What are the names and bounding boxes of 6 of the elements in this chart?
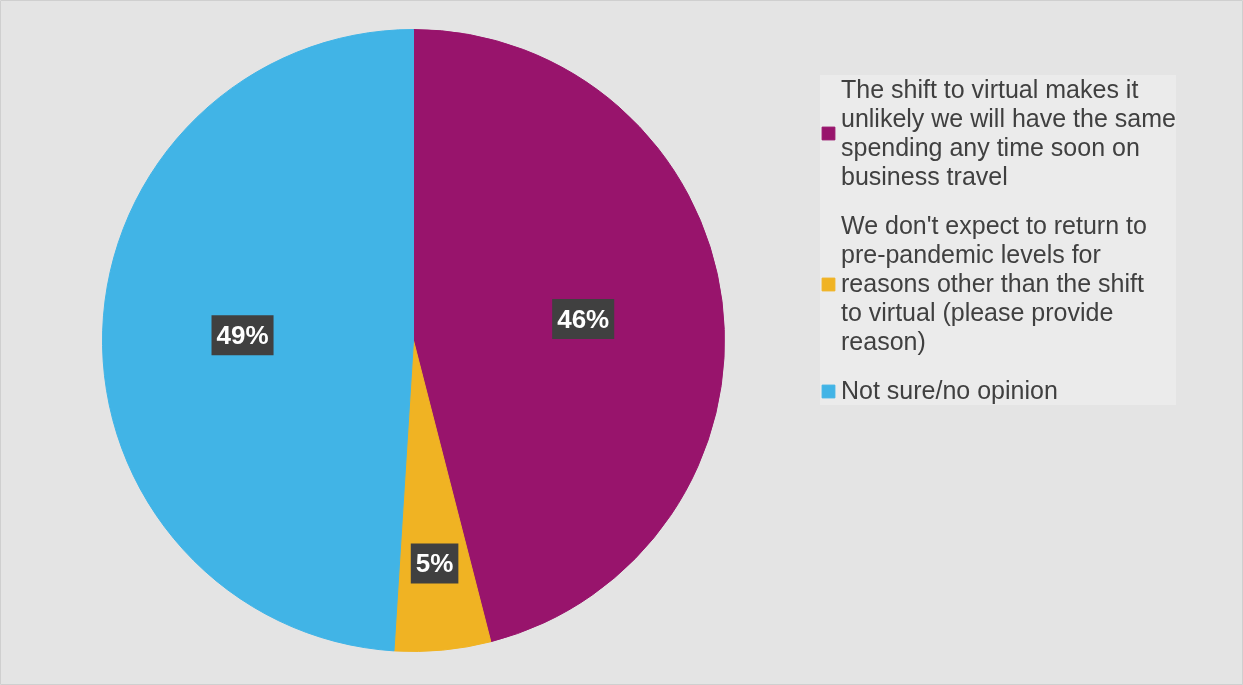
- data-label: 5%: [415, 548, 454, 579]
- legend-label: Not sure/no opinion: [841, 376, 1058, 405]
- data-label: 49%: [216, 320, 269, 351]
- legend-label: The shift to virtual makes it unlikely we will have the same spending any time soon on business travel: [841, 75, 1176, 191]
- data-label: 46%: [557, 304, 610, 335]
- legend-label: We don't expect to return to pre-pandemic levels for reasons other than the shift to virtual (please provide reason): [841, 211, 1147, 356]
